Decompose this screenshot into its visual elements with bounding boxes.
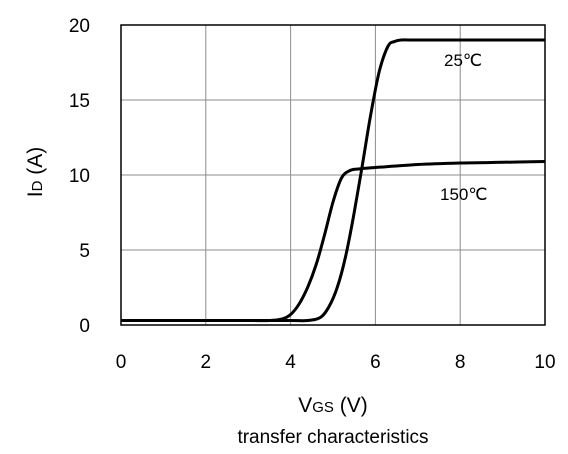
y-tick-label: 20 (69, 16, 90, 37)
y-tick-label: 10 (69, 166, 90, 187)
y-tick-label: 0 (79, 316, 90, 337)
series-label-150c: 150℃ (440, 185, 487, 204)
y-axis-label-sub: D (29, 180, 46, 191)
x-axis-label: VGS (V) (298, 394, 368, 417)
series-line-25c (121, 38, 545, 323)
x-axis-label-sub: GS (312, 399, 334, 416)
series-label-25c: 25℃ (444, 51, 482, 70)
y-axis-label: ID (A) (24, 147, 47, 198)
series-group (121, 38, 546, 323)
y-tick-label: 5 (79, 241, 90, 262)
chart-caption: transfer characteristics (237, 427, 428, 448)
y-tick-label: 15 (69, 91, 90, 112)
x-tick-label: 2 (201, 352, 212, 373)
x-tick-label: 8 (455, 352, 466, 373)
series-line-150c (121, 160, 546, 323)
x-tick-label: 4 (285, 352, 296, 373)
x-tick-label: 10 (534, 352, 555, 373)
x-tick-label: 6 (370, 352, 381, 373)
x-tick-label: 0 (116, 352, 127, 373)
plot-frame (120, 24, 546, 326)
grid (121, 25, 545, 325)
x-tick-labels: 0 2 4 6 8 10 (116, 352, 556, 373)
y-tick-labels: 0 5 10 15 20 (69, 16, 90, 337)
